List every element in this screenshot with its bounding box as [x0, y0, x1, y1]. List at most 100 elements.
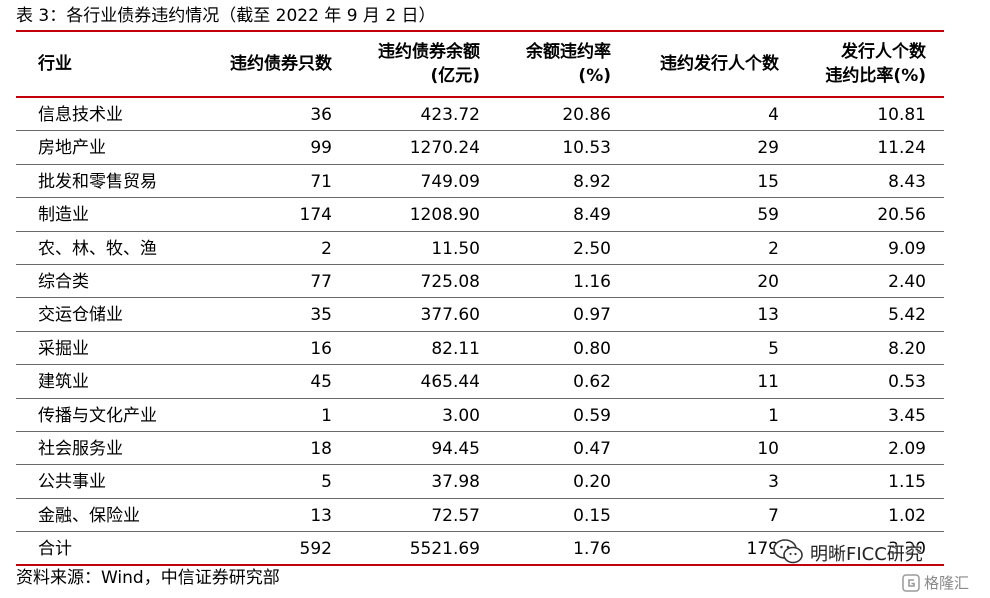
table-row: 采掘业 16 82.11 0.80 5 8.20: [16, 332, 944, 366]
header-balance: 违约债券余额 (亿元): [378, 42, 480, 86]
table-row: 交运仓储业 35 377.60 0.97 13 5.42: [16, 298, 944, 332]
header-issuer-count: 违约发行人个数: [660, 54, 779, 74]
cell-industry: 合计: [38, 539, 72, 560]
cell-balance: 725.08: [420, 271, 480, 292]
cell-balance: 423.72: [420, 105, 480, 125]
cell-industry: 社会服务业: [38, 438, 123, 459]
cell-balance: 72.57: [431, 505, 480, 526]
cell-balance-rate: 10.53: [562, 138, 611, 159]
cell-balance-rate: 1.76: [573, 539, 611, 560]
table-row: 信息技术业 36 423.72 20.86 4 10.81: [16, 98, 944, 132]
cell-bond-count: 5: [321, 472, 332, 493]
table-row: 公共事业 5 37.98 0.20 3 1.15: [16, 465, 944, 499]
cell-industry: 农、林、牧、渔: [38, 238, 157, 259]
cell-balance: 82.11: [431, 338, 480, 359]
cell-issuer-count: 1: [768, 405, 779, 426]
header-issuer-ratio: 发行人个数 违约比率(%): [825, 42, 926, 86]
cell-bond-count: 18: [310, 438, 332, 459]
cell-balance: 1208.90: [409, 205, 480, 226]
cell-balance: 465.44: [420, 372, 480, 393]
cell-bond-count: 16: [310, 338, 332, 359]
cell-balance-rate: 1.16: [573, 271, 611, 292]
cell-balance: 94.45: [431, 438, 480, 459]
cell-issuer-count: 2: [768, 238, 779, 259]
cell-issuer-ratio: 1.15: [888, 472, 926, 493]
cell-industry: 金融、保险业: [38, 505, 140, 526]
cell-balance-rate: 0.97: [573, 305, 611, 326]
cell-balance-rate: 0.15: [573, 505, 611, 526]
table-row: 传播与文化产业 1 3.00 0.59 1 3.45: [16, 399, 944, 432]
cell-balance: 11.50: [431, 238, 480, 259]
table-row: 金融、保险业 13 72.57 0.15 7 1.02: [16, 499, 944, 533]
cell-balance-rate: 0.20: [573, 472, 611, 493]
cell-issuer-ratio: 2.40: [888, 271, 926, 292]
header-top-rule: [16, 30, 944, 32]
cell-issuer-ratio: 5.42: [888, 305, 926, 326]
table-row: 综合类 77 725.08 1.16 20 2.40: [16, 265, 944, 299]
header-industry: 行业: [38, 54, 72, 74]
cell-industry: 房地产业: [38, 138, 106, 159]
cell-bond-count: 13: [310, 505, 332, 526]
cell-issuer-ratio: 10.81: [877, 105, 926, 125]
cell-balance-rate: 0.47: [573, 438, 611, 459]
cell-balance-rate: 0.59: [573, 405, 611, 426]
cell-balance: 377.60: [420, 305, 480, 326]
cell-issuer-count: 29: [757, 138, 779, 159]
cell-issuer-count: 4: [768, 105, 779, 125]
source-note: 资料来源：Wind，中信证券研究部: [16, 568, 280, 588]
cell-balance: 3.00: [442, 405, 480, 426]
cell-issuer-ratio: 1.02: [888, 505, 926, 526]
table-row: 农、林、牧、渔 2 11.50 2.50 2 9.09: [16, 232, 944, 265]
gelonghui-logo-icon: [902, 574, 920, 592]
table-row: 房地产业 99 1270.24 10.53 29 11.24: [16, 131, 944, 165]
table-row-total: 合计 592 5521.69 1.76 179 3.30: [16, 532, 944, 567]
cell-issuer-count: 59: [757, 205, 779, 226]
cell-bond-count: 35: [310, 305, 332, 326]
watermark-wechat-text: 明晰FICC研究: [810, 544, 923, 565]
cell-bond-count: 2: [321, 238, 332, 259]
cell-industry: 综合类: [38, 271, 89, 292]
cell-issuer-ratio: 11.24: [877, 138, 926, 159]
cell-balance-rate: 20.86: [562, 105, 611, 125]
cell-bond-count: 174: [299, 205, 332, 226]
cell-balance-rate: 8.92: [573, 171, 611, 192]
table-title: 表 3：各行业债券违约情况（截至 2022 年 9 月 2 日）: [16, 6, 436, 26]
cell-industry: 公共事业: [38, 472, 106, 493]
cell-balance-rate: 2.50: [573, 238, 611, 259]
table-row: 制造业 174 1208.90 8.49 59 20.56: [16, 198, 944, 232]
cell-issuer-count: 20: [757, 271, 779, 292]
cell-issuer-ratio: 8.20: [888, 338, 926, 359]
header-bond-count: 违约债券只数: [230, 54, 332, 74]
cell-issuer-count: 10: [757, 438, 779, 459]
cell-bond-count: 77: [310, 271, 332, 292]
watermark: 明晰FICC研究 格隆汇: [770, 538, 980, 596]
cell-industry: 交运仓储业: [38, 305, 123, 326]
cell-industry: 信息技术业: [38, 105, 123, 125]
cell-issuer-count: 7: [768, 505, 779, 526]
cell-industry: 制造业: [38, 205, 89, 226]
cell-balance-rate: 0.80: [573, 338, 611, 359]
table-row: 社会服务业 18 94.45 0.47 10 2.09: [16, 432, 944, 466]
table-row: 批发和零售贸易 71 749.09 8.92 15 8.43: [16, 165, 944, 199]
cell-issuer-count: 13: [757, 305, 779, 326]
cell-issuer-count: 3: [768, 472, 779, 493]
header-balance-rate: 余额违约率 (%): [526, 42, 611, 86]
cell-bond-count: 99: [310, 138, 332, 159]
cell-issuer-count: 11: [757, 372, 779, 393]
cell-industry: 传播与文化产业: [38, 405, 157, 426]
cell-industry: 采掘业: [38, 338, 89, 359]
cell-industry: 批发和零售贸易: [38, 171, 157, 192]
cell-balance-rate: 8.49: [573, 205, 611, 226]
cell-bond-count: 45: [310, 372, 332, 393]
table-row: 建筑业 45 465.44 0.62 11 0.53: [16, 365, 944, 399]
cell-issuer-count: 179: [746, 539, 779, 560]
cell-issuer-ratio: 20.56: [877, 205, 926, 226]
cell-balance: 5521.69: [409, 539, 480, 560]
cell-issuer-ratio: 3.30: [888, 539, 926, 560]
cell-balance-rate: 0.62: [573, 372, 611, 393]
cell-issuer-ratio: 8.43: [888, 171, 926, 192]
cell-issuer-ratio: 2.09: [888, 438, 926, 459]
cell-issuer-ratio: 3.45: [888, 405, 926, 426]
cell-balance: 1270.24: [409, 138, 480, 159]
cell-issuer-count: 5: [768, 338, 779, 359]
